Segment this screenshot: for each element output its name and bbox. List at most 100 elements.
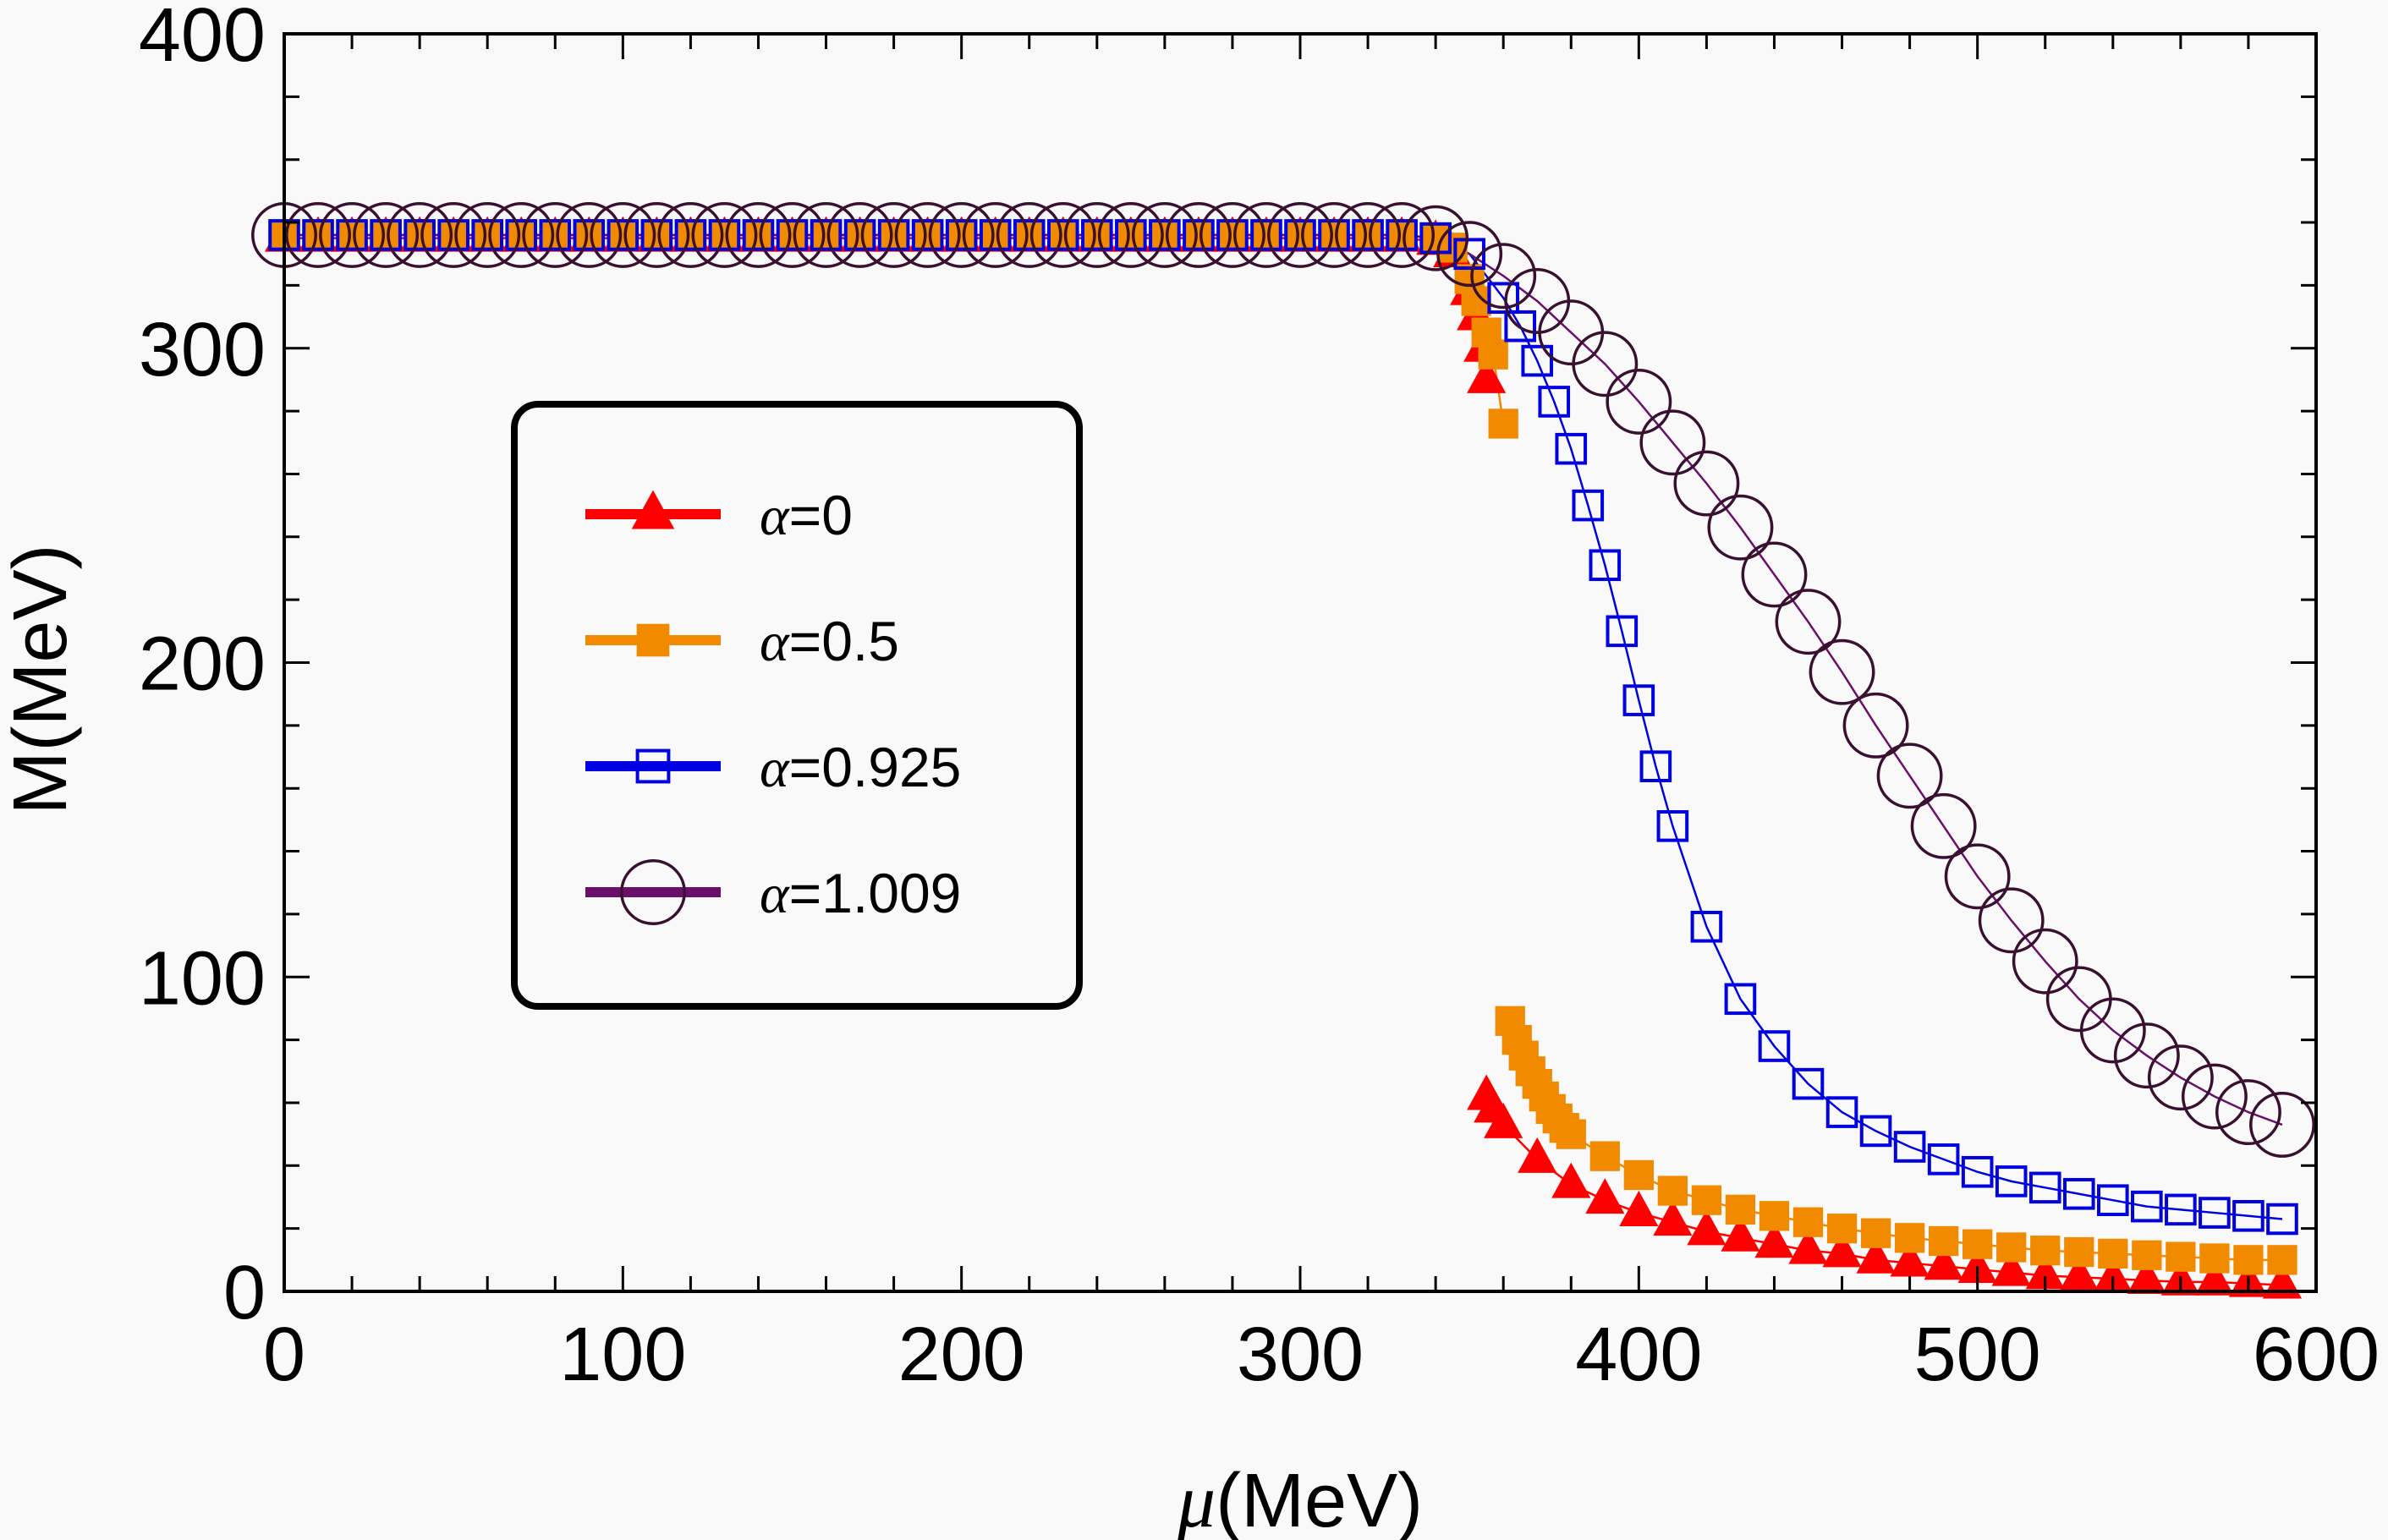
data-point [2147,1044,2214,1111]
legend-label-value: =1.009 [789,862,962,924]
data-point [947,220,977,250]
data-point [1775,589,1842,655]
data-point [2062,1177,2095,1210]
data-point [640,219,673,251]
data-point [1653,1200,1693,1236]
y-tick-label: 300 [139,308,266,392]
data-point [607,219,640,251]
data-point [1453,238,1485,271]
data-point [387,201,453,268]
data-point [894,201,961,268]
x-tick-label: 500 [1914,1313,2041,1397]
data-point [1809,638,1875,705]
data-point [574,220,604,250]
data-point [404,220,435,250]
data-point [2267,1245,2297,1275]
data-point [2097,1184,2129,1216]
data-point [2181,1063,2248,1130]
data-point [980,220,1011,250]
data-point [1403,205,1469,271]
data-point [371,220,401,250]
data-point [1046,219,1079,251]
data-point [1978,887,2045,954]
data-point [1183,220,1214,250]
x-tick-label: 200 [898,1313,1025,1397]
data-point [1842,692,1909,759]
data-point [1419,222,1452,255]
data-point [590,201,656,268]
data-point [1860,1218,1891,1248]
legend-label-value: =0.925 [789,736,962,798]
data-point [1013,219,1046,251]
data-point [1353,220,1383,250]
data-point [370,219,402,251]
x-tick-label: 100 [559,1313,686,1397]
data-point [877,219,910,251]
data-point [1551,1162,1591,1198]
data-point [1029,201,1096,268]
data-point [743,220,774,250]
data-point [1589,1141,1620,1171]
data-point [1725,1194,1756,1225]
data-point [1585,1178,1625,1214]
data-point [454,201,521,268]
data-point [962,201,1029,268]
data-point [2232,1199,2264,1232]
data-point [1707,494,1774,561]
data-point [488,201,555,268]
data-point [2098,1238,2128,1269]
data-point [1963,1229,1993,1259]
y-tick-label: 400 [139,0,266,78]
legend-label-symbol: α [760,611,790,673]
data-point [1890,1241,1930,1277]
x-tick-label: 300 [1237,1313,1364,1397]
data-point [1606,615,1639,648]
series-markers-1 [269,220,2297,1275]
data-point [2165,1193,2197,1226]
data-point [1792,1067,1825,1100]
legend-item: α=0.925 [585,736,961,799]
legend-label-symbol: α [760,863,790,925]
x-tick-label: 0 [263,1313,305,1397]
data-point [1619,1191,1659,1227]
data-point [844,220,876,250]
data-point [420,201,487,268]
data-point [1216,219,1249,251]
data-point [1721,1215,1760,1252]
legend-item: α=0 [585,484,853,547]
data-point [1555,432,1588,465]
data-point [1639,409,1706,476]
data-point [623,201,690,268]
data-point [1217,220,1248,250]
data-point [1928,1225,1959,1257]
data-point [1352,219,1384,251]
legend-swatch-marker [636,623,670,657]
data-point [1754,1222,1794,1258]
data-point [1183,219,1215,251]
data-point [1639,750,1672,782]
data-point [2028,1171,2061,1204]
series-markers-2 [268,219,2298,1236]
data-point [1150,220,1180,250]
data-point [607,220,638,250]
y-tick-label: 100 [139,936,266,1021]
data-point [826,201,893,268]
data-point [708,219,741,251]
data-point [1893,1131,1926,1163]
x-tick-label: 600 [2253,1313,2380,1397]
data-point [1741,541,1808,608]
data-point [2199,1243,2230,1274]
x-axis-title: μ(MeV) [1177,1459,1423,1540]
data-point [793,201,859,268]
data-point [878,220,909,250]
data-point [2215,1079,2281,1146]
data-point [505,219,538,251]
data-point [1250,219,1282,251]
data-point [1996,1232,2027,1263]
data-point [1792,1207,1824,1237]
legend-swatch-marker [635,748,671,784]
data-point [1487,282,1520,315]
